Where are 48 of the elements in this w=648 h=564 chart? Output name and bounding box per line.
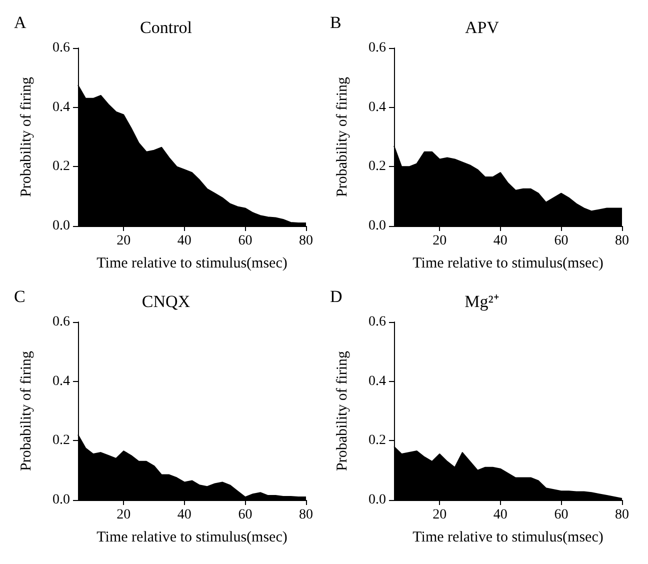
y-tick-label: 0.2 bbox=[368, 159, 386, 174]
x-tick-label: 40 bbox=[493, 234, 508, 248]
x-tick-label: 20 bbox=[432, 508, 447, 522]
x-tick-label: 20 bbox=[116, 508, 131, 522]
y-tick-label: 0.0 bbox=[368, 218, 386, 234]
y-axis-title: Probability of firing bbox=[334, 76, 350, 197]
y-tick-label: 0.6 bbox=[368, 40, 386, 56]
y-tick-label: 0.4 bbox=[368, 374, 386, 389]
y-tick-label: 0.0 bbox=[368, 492, 386, 508]
x-tick-label: 60 bbox=[554, 234, 568, 248]
x-tick-label: 40 bbox=[177, 508, 192, 522]
x-tick-label: 60 bbox=[554, 508, 568, 522]
x-tick-label: 40 bbox=[493, 508, 508, 522]
x-tick-label: 80 bbox=[615, 234, 629, 248]
y-tick-label: 0.4 bbox=[368, 100, 386, 115]
x-tick-label: 80 bbox=[615, 508, 629, 522]
x-tick-label: 60 bbox=[238, 508, 252, 522]
text: B bbox=[330, 13, 342, 32]
chart-title: Control bbox=[140, 18, 192, 37]
y-tick-label: 0.0 bbox=[52, 492, 70, 508]
text: D bbox=[330, 287, 342, 306]
y-axis-title: Probability of firing bbox=[334, 350, 350, 471]
y-tick-label: 0.2 bbox=[368, 433, 386, 448]
x-tick-label: 20 bbox=[116, 234, 131, 248]
y-axis-title: Probability of firing bbox=[18, 350, 34, 471]
y-tick-label: 0.2 bbox=[52, 433, 70, 448]
y-tick-label: 0.6 bbox=[52, 40, 70, 56]
y-tick-label: 0.6 bbox=[368, 314, 386, 330]
text: C bbox=[14, 287, 26, 306]
y-axis-title: Probability of firing bbox=[18, 76, 34, 197]
x-axis-title: Time relative to stimulus(msec) bbox=[412, 256, 604, 272]
x-axis-title: Time relative to stimulus(msec) bbox=[96, 256, 288, 272]
text: A bbox=[14, 13, 27, 32]
chart-title: CNQX bbox=[142, 292, 190, 311]
x-tick-label: 80 bbox=[299, 508, 313, 522]
x-tick-label: 20 bbox=[432, 234, 447, 248]
x-axis-title: Time relative to stimulus(msec) bbox=[412, 530, 604, 546]
y-tick-label: 0.6 bbox=[52, 314, 70, 330]
chart-title: Mg²⁺ bbox=[464, 292, 500, 311]
x-tick-label: 80 bbox=[299, 234, 313, 248]
y-tick-label: 0.4 bbox=[52, 100, 70, 115]
chart-title: APV bbox=[464, 18, 500, 37]
x-axis-title: Time relative to stimulus(msec) bbox=[96, 530, 288, 546]
x-tick-label: 40 bbox=[177, 234, 192, 248]
y-tick-label: 0.2 bbox=[52, 159, 70, 174]
x-tick-label: 60 bbox=[238, 234, 252, 248]
y-tick-label: 0.4 bbox=[52, 374, 70, 389]
y-tick-label: 0.0 bbox=[52, 218, 70, 234]
